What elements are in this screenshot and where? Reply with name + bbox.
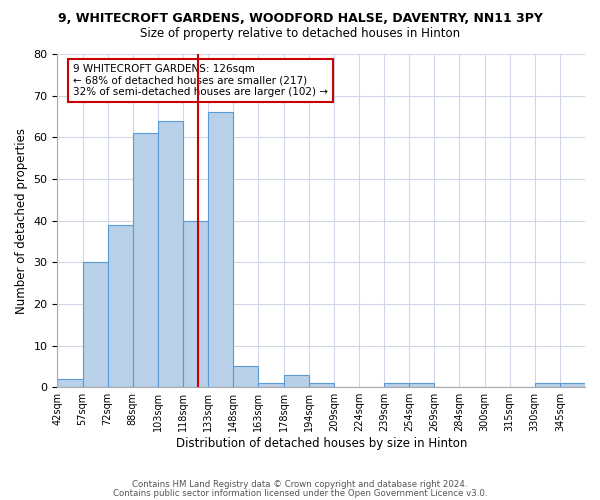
Text: 9 WHITECROFT GARDENS: 126sqm
← 68% of detached houses are smaller (217)
32% of s: 9 WHITECROFT GARDENS: 126sqm ← 68% of de… — [73, 64, 328, 97]
Bar — [259, 383, 284, 387]
Bar — [384, 383, 409, 387]
Bar — [183, 220, 208, 387]
Y-axis label: Number of detached properties: Number of detached properties — [15, 128, 28, 314]
Bar — [409, 383, 434, 387]
Text: Contains public sector information licensed under the Open Government Licence v3: Contains public sector information licen… — [113, 489, 487, 498]
Bar — [284, 374, 308, 387]
Text: Size of property relative to detached houses in Hinton: Size of property relative to detached ho… — [140, 28, 460, 40]
Bar — [58, 379, 83, 387]
Text: Contains HM Land Registry data © Crown copyright and database right 2024.: Contains HM Land Registry data © Crown c… — [132, 480, 468, 489]
Bar — [158, 120, 183, 387]
Bar — [208, 112, 233, 387]
Bar — [107, 225, 133, 387]
X-axis label: Distribution of detached houses by size in Hinton: Distribution of detached houses by size … — [176, 437, 467, 450]
Bar — [308, 383, 334, 387]
Bar — [560, 383, 585, 387]
Text: 9, WHITECROFT GARDENS, WOODFORD HALSE, DAVENTRY, NN11 3PY: 9, WHITECROFT GARDENS, WOODFORD HALSE, D… — [58, 12, 542, 26]
Bar — [133, 133, 158, 387]
Bar — [83, 262, 107, 387]
Bar — [233, 366, 259, 387]
Bar — [535, 383, 560, 387]
